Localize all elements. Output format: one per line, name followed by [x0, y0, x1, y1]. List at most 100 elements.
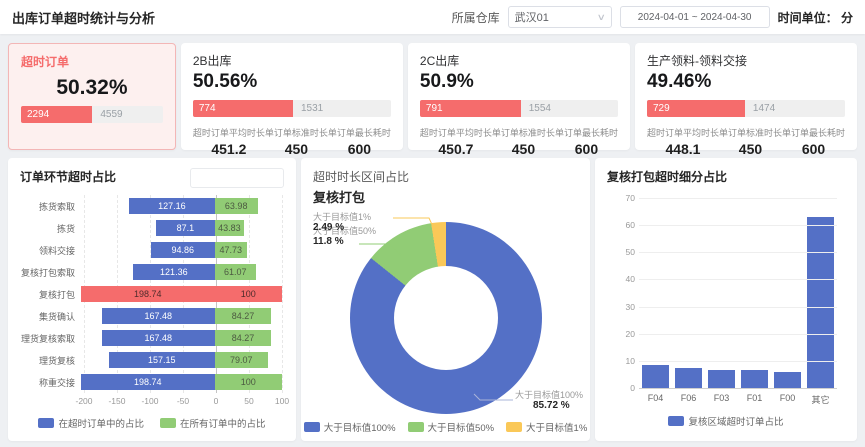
legend-item[interactable]: 大于目标值100% [303, 420, 396, 434]
gridline [639, 333, 837, 335]
category-label: 称重交接 [38, 377, 75, 388]
bar-track: 167.48 84.27 [80, 330, 282, 346]
metric-avg-duration: 超时订单平均时长 451.2 [192, 127, 265, 157]
bar-track: 127.16 63.98 [80, 198, 282, 214]
x-category-label: F04 [647, 393, 664, 403]
kpi-metrics: 超时订单平均时长 448.1 单订单标准时长 450 单订单最长耗时 600 [647, 126, 845, 157]
legend-item[interactable]: 在超时订单中的占比 [38, 416, 144, 430]
metric-avg-duration: 超时订单平均时长 448.1 [646, 127, 719, 157]
diverging-bar-chart: 拣货索取 127.16 63.98 拣货 87.1 43.83 领料交接 94.86 47.73… [20, 195, 289, 408]
metric-max-duration: 单订单最长耗时 600 [327, 127, 391, 157]
gridline [639, 252, 837, 254]
category-label: 复核打包 [38, 289, 75, 300]
chart-row: 拣货 87.1 43.83 [20, 217, 284, 239]
x-category-label: F03 [713, 393, 730, 403]
metric-standard-duration: 单订单标准时长 450 [718, 127, 782, 157]
bar-timeout-share: 167.48 [101, 308, 215, 324]
chart-row: 拣货索取 127.16 63.98 [20, 195, 284, 217]
legend-item[interactable]: 大于目标值50% [407, 420, 495, 434]
gridline [639, 388, 837, 389]
y-tick-label: 50 [625, 247, 635, 258]
y-tick-label: 20 [625, 328, 635, 339]
legend-item[interactable]: 在所有订单中的占比 [160, 416, 266, 430]
kpi-card-2c-outbound: 2C出库 50.9% 791 1554 超时订单平均时长 450.7 单订单标准… [407, 43, 630, 157]
kpi-percent: 49.46% [646, 71, 712, 92]
kpi-progress-bar: 2294 4559 [21, 106, 163, 124]
y-tick-label: 40 [625, 274, 635, 285]
category-label: 集货确认 [38, 311, 75, 322]
callout-label-gt100: 大于目标值100% [515, 390, 584, 400]
bar-track: 94.86 47.73 [80, 242, 282, 258]
y-tick-label: 30 [625, 301, 635, 312]
kpi-progress-fill: 2294 [21, 106, 93, 124]
warehouse-select[interactable]: 武汉01 ∨ [507, 6, 612, 28]
chart-panels-row: 订单环节超时占比 拣货索取 127.16 63.98 拣货 87.1 43.83 领料交接 9… [8, 158, 857, 441]
kpi-title: 2B出库 [192, 54, 232, 68]
gridline [282, 195, 283, 393]
metric-standard-duration: 单订单标准时长 450 [264, 127, 328, 157]
header-controls: 所属仓库 武汉01 ∨ 2024-04-01 ~ 2024-04-30 时间单位… [452, 6, 853, 28]
gridline [639, 279, 837, 281]
panel-title: 复核打包超时细分占比 [607, 170, 728, 184]
bar-timeout-share: 127.16 [129, 198, 215, 214]
bar-F03 [708, 370, 735, 389]
metric-max-duration: 单订单最长耗时 600 [554, 127, 618, 157]
legend-swatch [38, 418, 55, 428]
kpi-cards-row: 超时订单 50.32% 2294 4559 2B出库 50.56% 774 15… [8, 43, 857, 157]
legend-item[interactable]: 复核区域超时订单占比 [668, 414, 784, 428]
legend-label: 在所有订单中的占比 [180, 419, 266, 430]
bar-timeout-share: 94.86 [150, 242, 215, 258]
panel-title: 超时时长区间占比 [313, 170, 410, 184]
x-category-label: 其它 [811, 395, 830, 405]
bar-其它 [807, 216, 834, 389]
chart-row: 理货复核索取 167.48 84.27 [20, 327, 284, 349]
date-range-picker[interactable]: 2024-04-01 ~ 2024-04-30 [619, 6, 770, 28]
stage-filter-input[interactable] [190, 168, 284, 188]
legend-label: 大于目标值50% [427, 423, 495, 434]
kpi-progress-rest: 4559 [100, 109, 123, 121]
legend-swatch [303, 422, 320, 432]
legend-label: 大于目标值1% [526, 423, 588, 434]
x-axis-labels: F04 F06 F03 F01 F00 其它 [639, 393, 837, 406]
kpi-title: 生产领料-领料交接 [646, 54, 747, 68]
gridline [639, 360, 837, 362]
category-label: 理货复核索取 [20, 333, 75, 344]
gridline [639, 306, 837, 308]
gridline [639, 225, 837, 227]
callout-value-gt100: 85.72 % [533, 400, 570, 411]
category-label: 拣货索取 [38, 201, 75, 212]
category-label: 复核打包索取 [20, 267, 75, 278]
legend-label: 在超时订单中的占比 [58, 419, 144, 430]
kpi-progress-bar: 791 1554 [419, 99, 618, 117]
callout-label-gt1: 大于目标值1% [313, 212, 372, 222]
kpi-card-2b-outbound: 2B出库 50.56% 774 1531 超时订单平均时长 451.2 单订单标… [180, 43, 403, 157]
kpi-percent: 50.9% [419, 71, 474, 92]
panel-timeout-range-share: 超时时长区间占比 复核打包 大于目标值1% 大于目标值50% 2.49 % 11… [301, 158, 590, 441]
x-tick-label: 0 [213, 396, 219, 406]
bar-all-share: 61.07 [214, 264, 256, 280]
bar-F06 [675, 368, 702, 389]
kpi-progress-fill: 791 [419, 99, 521, 117]
callout-value-gt50: 11.8 % [313, 236, 344, 247]
category-label: 拣货 [56, 223, 75, 234]
chart-row: 领料交接 94.86 47.73 [20, 239, 284, 261]
bar-track: 198.74 100 [80, 286, 282, 302]
kpi-card-material-handover: 生产领料-领料交接 49.46% 729 1474 超时订单平均时长 448.1… [634, 43, 857, 157]
bar-timeout-share: 167.48 [101, 330, 215, 346]
date-range-value: 2024-04-01 ~ 2024-04-30 [637, 11, 752, 23]
callout-value-gt1: 2.49 % [313, 222, 345, 233]
panel-head: 订单环节超时占比 [20, 168, 284, 188]
kpi-progress-rest: 1554 [528, 102, 551, 114]
chart-legend: 大于目标值100% 大于目标值50% 大于目标值1% [301, 420, 590, 434]
x-tick-label: -200 [75, 396, 93, 406]
bar-F00 [774, 371, 801, 389]
donut-hole [393, 266, 498, 370]
x-axis-ticks: -200 -150 -100 -50 0 50 100 [75, 396, 289, 408]
chart-legend: 复核区域超时订单占比 [607, 414, 845, 428]
bar-track: 121.36 61.07 [80, 264, 282, 280]
legend-item[interactable]: 大于目标值1% [506, 420, 587, 434]
x-category-label: F00 [779, 393, 796, 403]
kpi-percent: 50.32% [56, 76, 128, 99]
bar-all-share: 43.83 [214, 220, 245, 236]
metric-avg-duration: 超时订单平均时长 450.7 [419, 127, 492, 157]
